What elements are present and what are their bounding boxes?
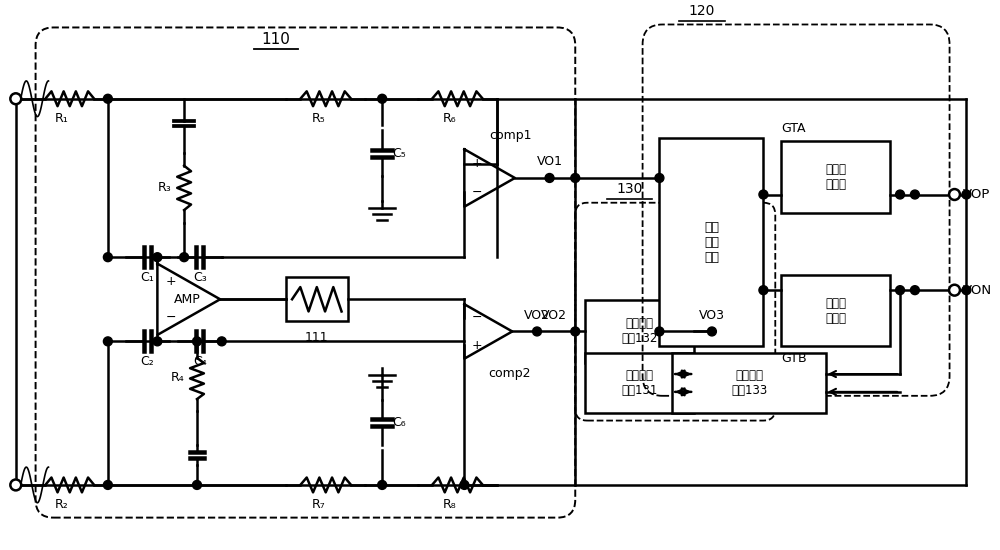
Circle shape — [378, 481, 387, 490]
Text: R₄: R₄ — [170, 371, 184, 384]
Circle shape — [153, 337, 162, 346]
Circle shape — [545, 173, 554, 183]
Circle shape — [571, 327, 580, 336]
Text: 延迟控制
单元132: 延迟控制 单元132 — [621, 317, 658, 345]
Text: VO1: VO1 — [537, 155, 563, 168]
FancyBboxPatch shape — [781, 141, 890, 213]
Text: C₄: C₄ — [193, 355, 207, 368]
Circle shape — [655, 173, 664, 183]
Text: R₇: R₇ — [312, 498, 326, 511]
Text: R₃: R₃ — [157, 182, 171, 194]
Circle shape — [10, 94, 21, 104]
Text: C₁: C₁ — [141, 271, 154, 284]
Circle shape — [759, 190, 768, 199]
Circle shape — [896, 285, 905, 295]
Text: C₆: C₆ — [392, 416, 406, 429]
Text: GTB: GTB — [781, 352, 807, 365]
Text: +: + — [471, 157, 482, 170]
Text: comp2: comp2 — [488, 367, 531, 380]
Text: VON: VON — [962, 284, 992, 296]
Text: 120: 120 — [689, 3, 715, 18]
Circle shape — [896, 190, 905, 199]
Text: VO2: VO2 — [541, 309, 567, 322]
Text: VO2: VO2 — [524, 309, 550, 322]
Text: −: − — [165, 311, 176, 323]
Circle shape — [217, 337, 226, 346]
Circle shape — [153, 253, 162, 262]
Text: R₂: R₂ — [54, 498, 68, 511]
Circle shape — [378, 94, 387, 103]
Circle shape — [910, 285, 919, 295]
Circle shape — [707, 327, 716, 336]
Text: R₈: R₈ — [443, 498, 456, 511]
Text: R₁: R₁ — [54, 112, 68, 125]
Circle shape — [949, 189, 960, 200]
Circle shape — [533, 327, 541, 336]
Circle shape — [759, 285, 768, 295]
Text: VO3: VO3 — [699, 309, 725, 322]
Text: R₆: R₆ — [443, 112, 456, 125]
Text: C₂: C₂ — [141, 355, 154, 368]
Circle shape — [180, 253, 189, 262]
Circle shape — [460, 481, 469, 490]
Circle shape — [103, 253, 112, 262]
FancyBboxPatch shape — [781, 275, 890, 346]
Circle shape — [949, 285, 960, 295]
FancyBboxPatch shape — [286, 278, 348, 321]
Text: −: − — [471, 186, 482, 199]
Text: GTA: GTA — [781, 123, 806, 135]
Text: 111: 111 — [305, 331, 329, 344]
Circle shape — [103, 94, 112, 103]
Circle shape — [103, 337, 112, 346]
FancyBboxPatch shape — [659, 139, 763, 346]
Text: C₅: C₅ — [392, 147, 406, 159]
Circle shape — [910, 190, 919, 199]
Text: +: + — [471, 339, 482, 351]
Text: 110: 110 — [262, 32, 291, 47]
Text: +: + — [165, 275, 176, 288]
Text: −: − — [471, 311, 482, 324]
Text: 脉宽检测
单元131: 脉宽检测 单元131 — [621, 369, 658, 397]
Text: 驱动输
出单元: 驱动输 出单元 — [825, 296, 846, 324]
Circle shape — [193, 481, 201, 490]
Circle shape — [655, 327, 664, 336]
Circle shape — [962, 190, 971, 199]
Circle shape — [103, 481, 112, 490]
Text: 差分
逻辑
单元: 差分 逻辑 单元 — [704, 221, 719, 264]
Circle shape — [962, 285, 971, 295]
Circle shape — [193, 337, 201, 346]
Text: 驱动输
出单元: 驱动输 出单元 — [825, 163, 846, 191]
Text: VOP: VOP — [962, 188, 990, 201]
Text: 130: 130 — [617, 182, 643, 196]
Circle shape — [10, 480, 21, 491]
FancyBboxPatch shape — [585, 300, 694, 363]
FancyBboxPatch shape — [585, 353, 694, 412]
Text: C₃: C₃ — [193, 271, 207, 284]
Text: comp1: comp1 — [490, 129, 532, 142]
Text: 电平转换
单元133: 电平转换 单元133 — [731, 369, 767, 397]
FancyBboxPatch shape — [672, 353, 826, 412]
Text: AMP: AMP — [174, 293, 201, 306]
Circle shape — [571, 173, 580, 183]
Text: R₅: R₅ — [312, 112, 326, 125]
